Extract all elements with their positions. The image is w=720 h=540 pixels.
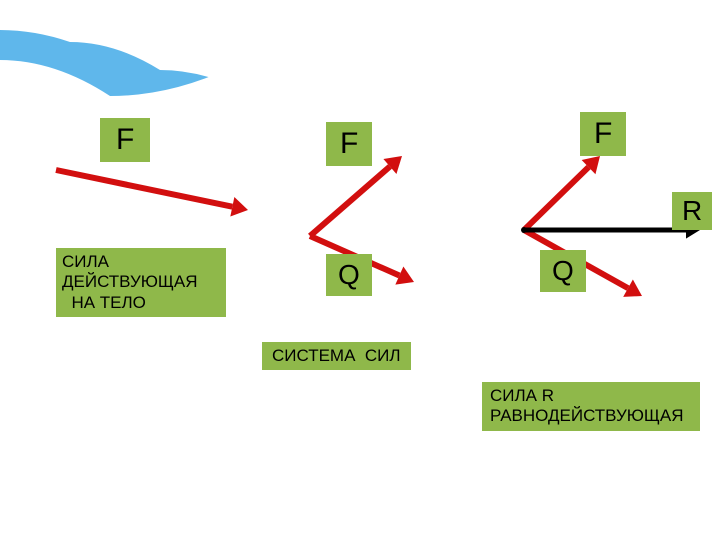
force-F-triple [524, 167, 589, 230]
label-R: R [672, 192, 712, 230]
force-F-pair [310, 166, 390, 236]
label-F-single: F [100, 118, 150, 162]
force-F-single [56, 170, 232, 207]
caption-resultant: СИЛА R РАВНОДЕЙСТВУЮЩАЯ [482, 382, 700, 431]
label-Q-triple: Q [540, 250, 586, 292]
caption-force-system: СИСТЕМА СИЛ [262, 342, 411, 370]
label-F-triple: F [580, 112, 626, 156]
caption-single-force: СИЛА ДЕЙСТВУЮЩАЯ НА ТЕЛО [56, 248, 226, 317]
label-F-pair: F [326, 122, 372, 166]
stage: F F F R Q Q СИЛА ДЕЙСТВУЮЩАЯ НА ТЕЛО СИС… [0, 0, 720, 540]
label-Q-pair: Q [326, 254, 372, 296]
